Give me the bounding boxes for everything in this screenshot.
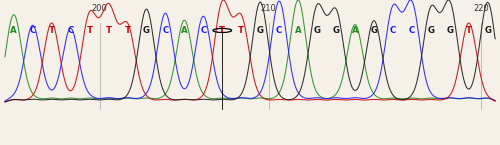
Text: T: T <box>86 26 92 35</box>
Text: 220: 220 <box>474 4 489 13</box>
Text: A: A <box>352 26 358 35</box>
Text: 210: 210 <box>261 4 276 13</box>
Text: C: C <box>200 26 206 35</box>
Text: T: T <box>124 26 130 35</box>
Text: C: C <box>68 26 73 35</box>
Text: T: T <box>106 26 112 35</box>
Text: T: T <box>220 26 226 35</box>
Text: G: G <box>256 26 264 35</box>
Text: A: A <box>295 26 302 35</box>
Text: G: G <box>484 26 491 35</box>
Text: A: A <box>10 26 17 35</box>
Text: C: C <box>30 26 36 35</box>
Text: G: G <box>446 26 454 35</box>
Text: G: G <box>428 26 434 35</box>
Text: C: C <box>162 26 168 35</box>
Text: G: G <box>332 26 340 35</box>
Text: G: G <box>314 26 320 35</box>
Text: 200: 200 <box>92 4 108 13</box>
Text: T: T <box>48 26 54 35</box>
Text: C: C <box>276 26 282 35</box>
Text: A: A <box>181 26 188 35</box>
Text: G: G <box>370 26 378 35</box>
Text: G: G <box>143 26 150 35</box>
Text: T: T <box>238 26 244 35</box>
Text: C: C <box>390 26 396 35</box>
Text: C: C <box>409 26 415 35</box>
Text: T: T <box>466 26 472 35</box>
